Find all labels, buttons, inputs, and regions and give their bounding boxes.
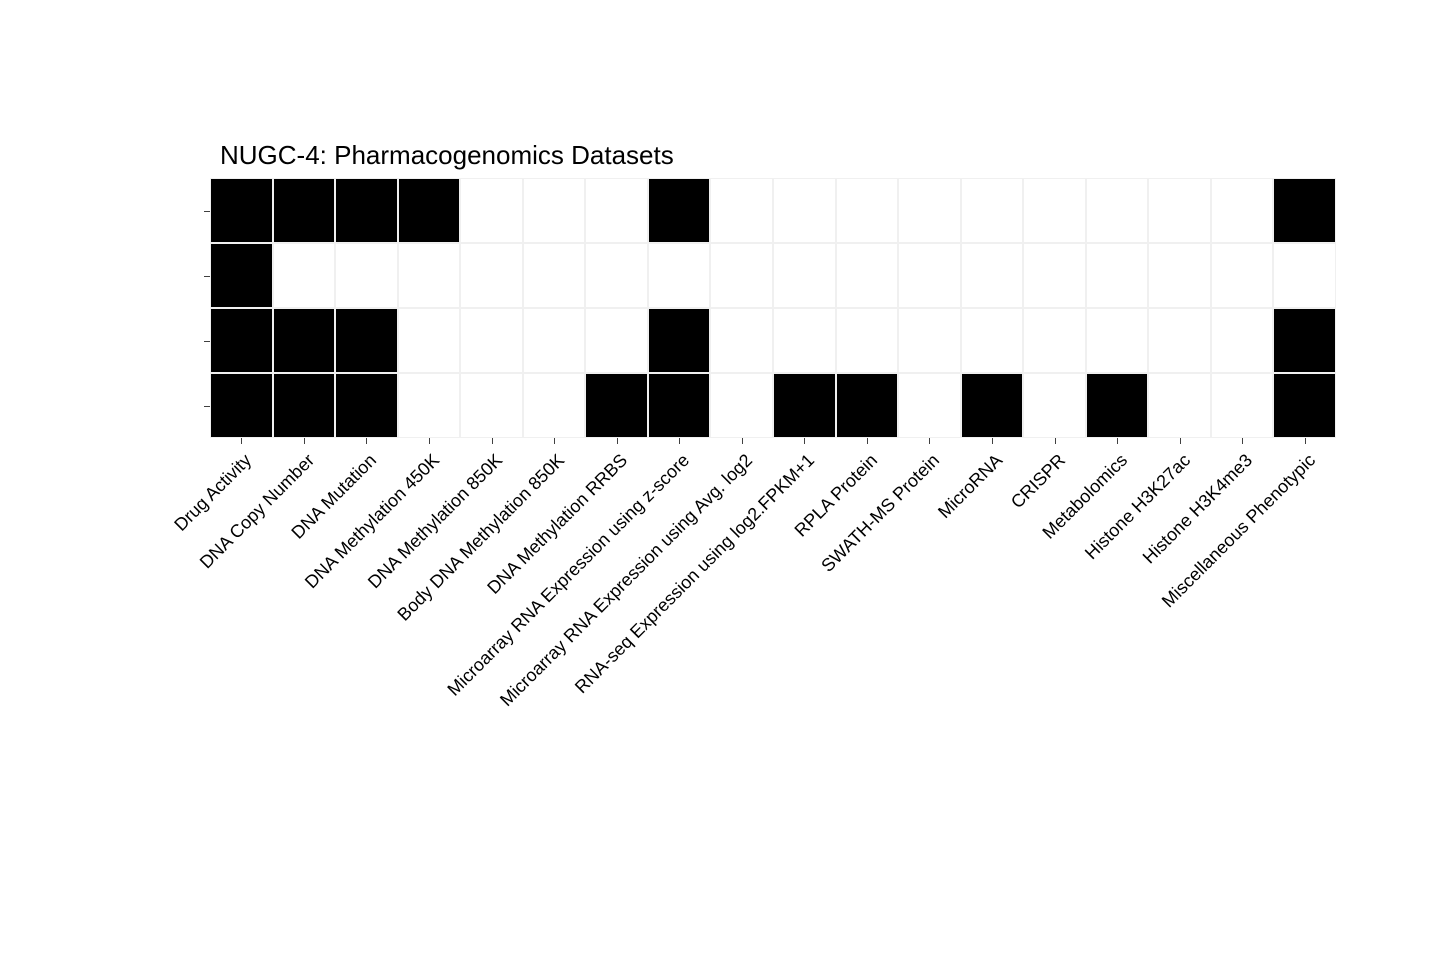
- heatmap-cell: [648, 308, 711, 373]
- heatmap-cell: [710, 178, 773, 243]
- heatmap-cell: [710, 243, 773, 308]
- x-axis-tick: [304, 438, 305, 444]
- heatmap-cell: [273, 178, 336, 243]
- x-axis-tick: [554, 438, 555, 444]
- heatmap-cell: [585, 243, 648, 308]
- heatmap-cell: [1273, 373, 1336, 438]
- heatmap-cell: [710, 308, 773, 373]
- heatmap-cell: [523, 373, 586, 438]
- heatmap-cell: [460, 243, 523, 308]
- heatmap-cell: [648, 178, 711, 243]
- heatmap-cell: [1023, 178, 1086, 243]
- heatmap-cell: [1211, 373, 1274, 438]
- x-axis-tick: [1305, 438, 1306, 444]
- x-axis-tick: [1117, 438, 1118, 444]
- heatmap-cell: [836, 243, 899, 308]
- x-axis-tick: [742, 438, 743, 444]
- heatmap-cell: [585, 308, 648, 373]
- heatmap-cell: [273, 308, 336, 373]
- x-axis-tick: [492, 438, 493, 444]
- heatmap-cell: [898, 243, 961, 308]
- heatmap-cell: [1211, 308, 1274, 373]
- heatmap-cell: [961, 243, 1024, 308]
- x-axis-tick: [1180, 438, 1181, 444]
- heatmap-cell: [648, 373, 711, 438]
- heatmap-cell: [398, 243, 461, 308]
- heatmap-cell: [398, 373, 461, 438]
- heatmap-cell: [210, 243, 273, 308]
- heatmap-cell: [460, 373, 523, 438]
- heatmap-cell: [773, 308, 836, 373]
- heatmap-cell: [961, 373, 1024, 438]
- heatmap-cell: [460, 178, 523, 243]
- y-axis-tick: [204, 211, 210, 212]
- x-axis-tick: [1055, 438, 1056, 444]
- y-axis-tick: [204, 406, 210, 407]
- heatmap-cell: [1023, 373, 1086, 438]
- heatmap-cell: [1023, 308, 1086, 373]
- heatmap-cell: [585, 373, 648, 438]
- heatmap-cell: [398, 178, 461, 243]
- y-axis-tick: [204, 341, 210, 342]
- heatmap-cell: [210, 308, 273, 373]
- heatmap-cell: [898, 178, 961, 243]
- heatmap-cell: [710, 373, 773, 438]
- heatmap-cell: [1148, 373, 1211, 438]
- x-axis-tick: [929, 438, 930, 444]
- x-axis-tick: [679, 438, 680, 444]
- x-axis-tick: [1242, 438, 1243, 444]
- x-axis-tick: [867, 438, 868, 444]
- heatmap-cell: [1086, 243, 1149, 308]
- heatmap-cell: [1148, 178, 1211, 243]
- heatmap-grid: [210, 178, 1336, 438]
- heatmap-cell: [1023, 243, 1086, 308]
- heatmap-cell: [1148, 243, 1211, 308]
- heatmap-cell: [898, 308, 961, 373]
- heatmap-cell: [1273, 308, 1336, 373]
- x-axis-tick: [241, 438, 242, 444]
- heatmap-cell: [1086, 178, 1149, 243]
- heatmap-cell: [1148, 308, 1211, 373]
- x-axis-tick: [366, 438, 367, 444]
- heatmap-cell: [773, 373, 836, 438]
- heatmap-cell: [1273, 178, 1336, 243]
- heatmap-cell: [210, 178, 273, 243]
- heatmap-cell: [898, 373, 961, 438]
- y-axis-tick: [204, 276, 210, 277]
- heatmap-cell: [1086, 373, 1149, 438]
- heatmap-cell: [1273, 243, 1336, 308]
- heatmap-cell: [773, 178, 836, 243]
- heatmap-cell: [523, 243, 586, 308]
- heatmap-cell: [1211, 178, 1274, 243]
- heatmap-cell: [335, 178, 398, 243]
- heatmap-cell: [836, 178, 899, 243]
- heatmap-cell: [836, 373, 899, 438]
- heatmap-cell: [523, 308, 586, 373]
- heatmap-cell: [460, 308, 523, 373]
- heatmap-cell: [648, 243, 711, 308]
- heatmap-cell: [210, 373, 273, 438]
- heatmap-cell: [273, 373, 336, 438]
- heatmap-cell: [585, 178, 648, 243]
- x-axis-tick: [992, 438, 993, 444]
- heatmap-cell: [335, 243, 398, 308]
- heatmap-cell: [335, 373, 398, 438]
- heatmap-cell: [961, 308, 1024, 373]
- heatmap-cell: [836, 308, 899, 373]
- heatmap-cell: [523, 178, 586, 243]
- heatmap-cell: [773, 243, 836, 308]
- x-axis-tick: [804, 438, 805, 444]
- heatmap-cell: [1211, 243, 1274, 308]
- heatmap-cell: [961, 178, 1024, 243]
- x-axis-tick: [429, 438, 430, 444]
- heatmap-cell: [398, 308, 461, 373]
- chart-title: NUGC-4: Pharmacogenomics Datasets: [220, 140, 674, 171]
- heatmap-cell: [335, 308, 398, 373]
- heatmap-cell: [1086, 308, 1149, 373]
- x-axis-tick: [617, 438, 618, 444]
- heatmap-cell: [273, 243, 336, 308]
